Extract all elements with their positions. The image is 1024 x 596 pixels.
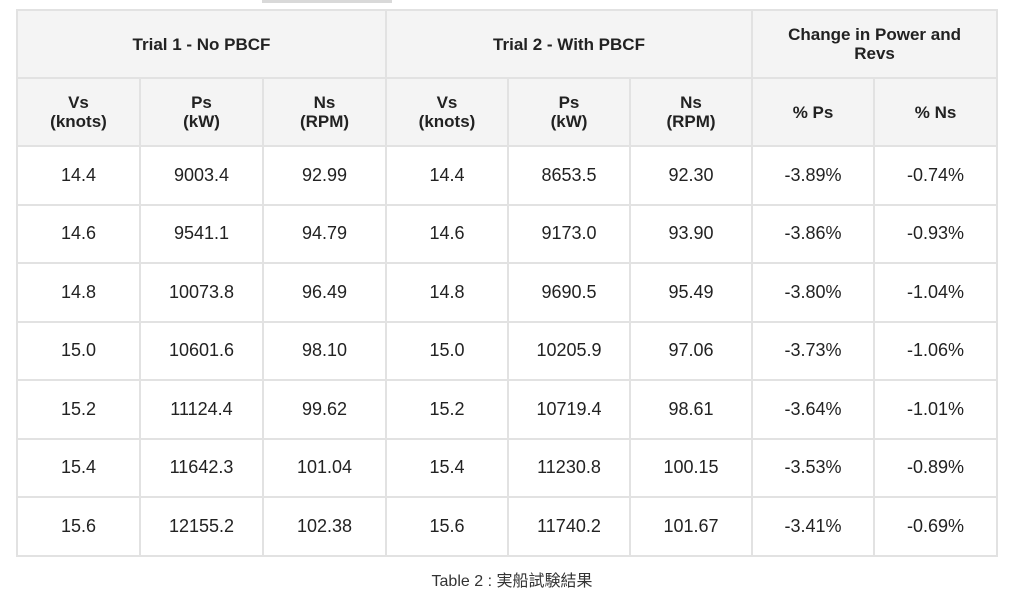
table-cell: 92.30	[628, 145, 754, 206]
table-cell: 15.4	[385, 437, 509, 498]
column-header-line: Ns	[313, 93, 336, 112]
table-cell: 11642.3	[139, 437, 264, 498]
table-cell: -0.69%	[873, 496, 999, 557]
table-cell: 15.0	[16, 320, 141, 381]
table-cell: 96.49	[262, 262, 387, 323]
table-cell: 15.6	[16, 496, 141, 557]
column-header-line: % Ps	[792, 102, 834, 122]
table-cell: 10719.4	[507, 379, 631, 440]
table-cell: -3.64%	[751, 379, 876, 440]
table-cell: 14.4	[16, 145, 141, 206]
table-cell: 9173.0	[507, 203, 631, 264]
column-header-line: (RPM)	[666, 112, 716, 131]
table-cell: -1.06%	[873, 320, 999, 381]
column-header-line: Ps	[558, 93, 580, 112]
table-cell: 92.99	[262, 145, 387, 206]
table-row: 14.8 10073.8 96.49 14.8 9690.5 95.49 -3.80% -1.…	[16, 262, 999, 323]
results-table: Trial 1 - No PBCF Trial 2 - With PBCF Chan…	[16, 9, 999, 557]
table-cell: 15.6	[385, 496, 509, 557]
table-cell: -0.93%	[873, 203, 999, 264]
table-caption: Table 2 : 実船試験結果	[431, 573, 593, 590]
group-header: Trial 2 - With PBCF	[384, 9, 754, 79]
table-cell: 15.4	[16, 437, 141, 498]
table-cell: 98.61	[628, 379, 754, 440]
group-header: Trial 1 - No PBCF	[16, 9, 387, 79]
table-row: 15.2 11124.4 99.62 15.2 10719.4 98.61 -3.64% -1…	[16, 379, 999, 440]
table-cell: 9690.5	[507, 262, 631, 323]
column-header: % Ps	[751, 77, 876, 147]
table-cell: 100.15	[628, 437, 754, 498]
column-header-line: (kW)	[183, 112, 220, 131]
column-header: Ns (RPM)	[628, 77, 754, 147]
table-cell: 98.10	[262, 320, 387, 381]
table-cell: 9003.4	[139, 145, 264, 206]
table-cell: 99.62	[262, 379, 387, 440]
column-header-line: % Ns	[914, 102, 957, 122]
column-header-row: Vs (knots) Ps (kW) Ns (RPM) Vs (knots) Ps (kW) Ns(…	[16, 77, 999, 147]
table-cell: 11740.2	[507, 496, 631, 557]
column-header: % Ns	[873, 77, 999, 147]
column-header: Ns (RPM)	[262, 77, 387, 147]
column-header: Vs (knots)	[16, 77, 141, 147]
table-cell: 9541.1	[139, 203, 264, 264]
table-cell: 10073.8	[139, 262, 264, 323]
column-header-line: Ps	[191, 93, 212, 112]
table-row: 14.4 9003.4 92.99 14.4 8653.5 92.30 -3.89% -0.7…	[16, 145, 999, 206]
table-cell: 93.90	[628, 203, 754, 264]
table-cell: -0.89%	[873, 437, 999, 498]
table-cell: 15.2	[385, 379, 509, 440]
table-cell: -3.80%	[751, 262, 876, 323]
table-cell: 14.8	[16, 262, 141, 323]
column-header-line: (kW)	[550, 112, 588, 131]
table-cell: 10205.9	[507, 320, 631, 381]
table-row: 15.4 11642.3 101.04 15.4 11230.8 100.15 -3.53%…	[16, 437, 999, 498]
table-cell: 15.2	[16, 379, 141, 440]
column-header: Ps (kW)	[507, 77, 631, 147]
column-header: Ps (kW)	[139, 77, 264, 147]
table-cell: -3.73%	[751, 320, 876, 381]
table-cell: -3.86%	[751, 203, 876, 264]
table-cell: 14.6	[385, 203, 509, 264]
table-cell: -0.74%	[873, 145, 999, 206]
table-cell: -1.01%	[873, 379, 999, 440]
table-cell: 14.8	[385, 262, 509, 323]
table-cell: 102.38	[262, 496, 387, 557]
table-cell: 95.49	[628, 262, 754, 323]
table-cell: -1.04%	[873, 262, 999, 323]
table-row: 15.6 12155.2 102.38 15.6 11740.2 101.67 -3.41%…	[16, 496, 999, 557]
table-cell: 10601.6	[139, 320, 264, 381]
table-cell: 101.04	[262, 437, 387, 498]
table-cell: 12155.2	[139, 496, 264, 557]
table-cell: -3.41%	[751, 496, 876, 557]
table-cell: -3.89%	[751, 145, 876, 206]
table-cell: 8653.5	[507, 145, 631, 206]
table-cell: 94.79	[262, 203, 387, 264]
table-body: 14.4 9003.4 92.99 14.4 8653.5 92.30 -3.89% -0.7…	[16, 145, 999, 557]
table-cell: 11124.4	[139, 379, 264, 440]
column-header-line: Ns	[680, 93, 702, 112]
top-divider	[262, 0, 392, 3]
table-cell: 15.0	[385, 320, 509, 381]
column-header: Vs (knots)	[385, 77, 509, 147]
group-header: Change in Power and Revs	[751, 9, 999, 79]
table-cell: 14.6	[16, 203, 141, 264]
column-header-line: Vs	[436, 93, 458, 112]
table-row: 14.6 9541.1 94.79 14.6 9173.0 93.90 -3.86% -0.9…	[16, 203, 999, 264]
table-cell: 97.06	[628, 320, 754, 381]
group-header-row: Trial 1 - No PBCF Trial 2 - With PBCF Chan…	[16, 9, 999, 79]
column-header-line: (knots)	[418, 112, 476, 131]
column-header-line: Vs	[68, 93, 89, 112]
table-cell: 14.4	[385, 145, 509, 206]
table-row: 15.0 10601.6 98.10 15.0 10205.9 97.06 -3.73% -1…	[16, 320, 999, 381]
table-cell: 11230.8	[507, 437, 631, 498]
column-header-line: (knots)	[50, 112, 107, 131]
table-cell: -3.53%	[751, 437, 876, 498]
table-cell: 101.67	[628, 496, 754, 557]
column-header-line: (RPM)	[299, 112, 350, 131]
